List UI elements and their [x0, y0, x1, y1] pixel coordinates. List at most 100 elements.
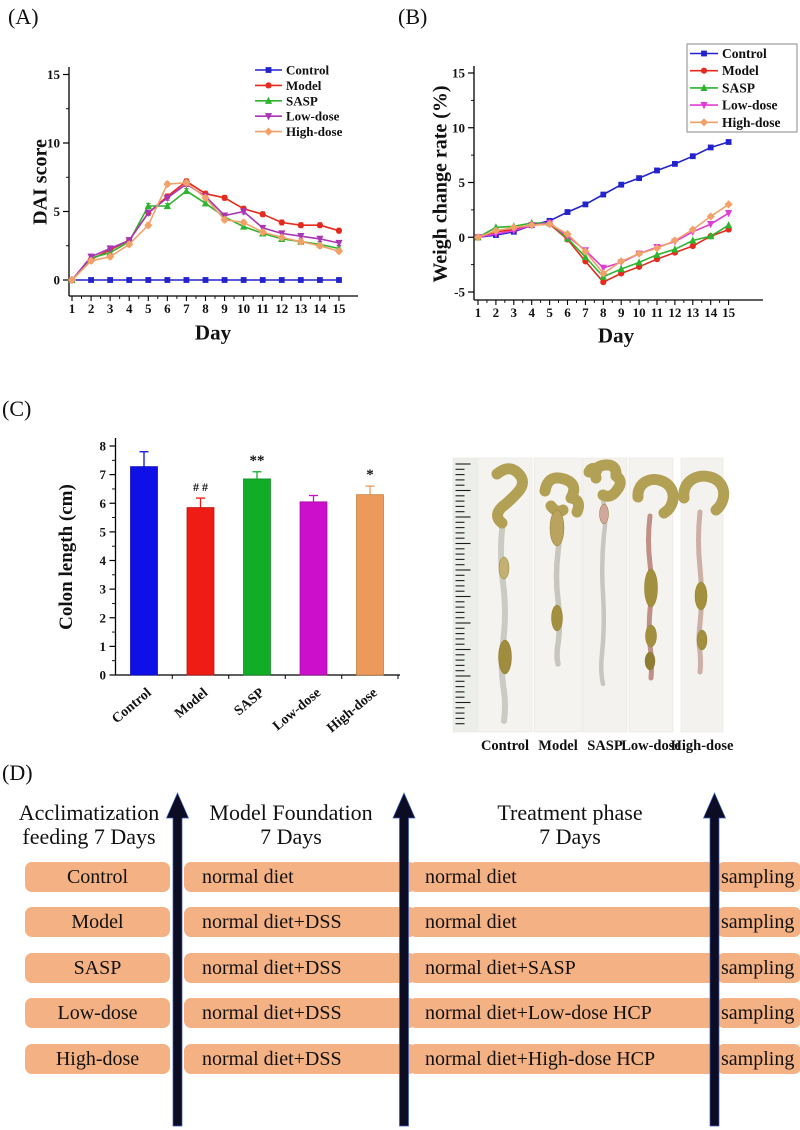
svg-text:14: 14 — [704, 305, 718, 320]
svg-text:1: 1 — [475, 305, 482, 320]
timeline-cell-sasp-end: sampling — [717, 953, 800, 983]
svg-text:14: 14 — [313, 301, 327, 316]
timeline-cell-model-model_foundation: normal diet+DSS — [184, 907, 416, 937]
svg-text:15: 15 — [47, 67, 61, 82]
colon-high-dose — [678, 470, 730, 675]
timeline-phase-arrows — [165, 792, 727, 1127]
svg-text:Model: Model — [286, 78, 322, 93]
svg-text:15: 15 — [722, 305, 736, 320]
colon-control — [491, 463, 528, 724]
timeline-header-acclimatization-line2: feeding 7 Days — [22, 824, 156, 849]
svg-text:Control: Control — [286, 63, 329, 78]
svg-text:Low-dose: Low-dose — [621, 738, 681, 754]
svg-text:4: 4 — [100, 553, 107, 568]
timeline-header-treatment-line2: 7 Days — [539, 824, 601, 849]
ruler — [455, 463, 471, 725]
timeline-cell-high-dose-treatment: normal diet+High-dose HCP — [409, 1044, 722, 1074]
svg-text:11: 11 — [257, 301, 269, 316]
bar-low-dose — [299, 494, 328, 676]
svg-text:5: 5 — [546, 305, 553, 320]
svg-text:9: 9 — [618, 305, 625, 320]
svg-text:High-dose: High-dose — [722, 115, 781, 130]
svg-text:2: 2 — [100, 610, 107, 625]
svg-text:High-dose: High-dose — [671, 738, 734, 754]
timeline-cell-low-dose-model_foundation: normal diet+DSS — [184, 998, 416, 1028]
timeline-cell-low-dose-treatment: normal diet+Low-dose HCP — [409, 998, 722, 1028]
timeline-header-model-foundation-line2: 7 Days — [260, 824, 322, 849]
svg-text:13: 13 — [686, 305, 700, 320]
svg-text:1: 1 — [100, 639, 107, 654]
phase-arrow-1 — [165, 792, 190, 1127]
timeline-cell-control-group: Control — [25, 862, 170, 892]
timeline-header-acclimatization-line1: Acclimatization — [18, 800, 160, 825]
svg-text:3: 3 — [100, 582, 107, 597]
svg-text:**: ** — [250, 453, 265, 469]
svg-text:10: 10 — [237, 301, 250, 316]
svg-text:SASP: SASP — [286, 93, 318, 108]
svg-text:SASP: SASP — [722, 80, 755, 95]
svg-text:7: 7 — [582, 305, 589, 320]
timeline-header-model-foundation-line1: Model Foundation — [209, 800, 373, 825]
a-x-axis-label: Day — [194, 320, 232, 345]
bar-control — [130, 451, 158, 676]
timeline-cell-model-end: sampling — [717, 907, 800, 937]
timeline-cell-control-treatment: normal diet — [409, 862, 722, 892]
svg-text:Model: Model — [538, 738, 577, 754]
svg-text:Low-dose: Low-dose — [722, 98, 778, 113]
panel-b-label: (B) — [398, 4, 428, 29]
bar-sasp: ** — [243, 453, 271, 676]
timeline-cell-sasp-model_foundation: normal diet+DSS — [184, 953, 416, 983]
svg-text:12: 12 — [668, 305, 681, 320]
svg-text:Control: Control — [722, 46, 767, 61]
svg-text:5: 5 — [145, 301, 152, 316]
svg-text:6: 6 — [564, 305, 571, 320]
phase-arrow-3 — [702, 792, 727, 1127]
timeline-cell-control-model_foundation: normal diet — [184, 862, 416, 892]
colon-low-dose — [632, 474, 679, 681]
svg-text:10: 10 — [47, 136, 60, 151]
svg-text:2: 2 — [493, 305, 500, 320]
bar-model: # # — [186, 480, 215, 676]
colon-sasp — [583, 459, 626, 687]
timeline-cell-sasp-treatment: normal diet+SASP — [409, 953, 722, 983]
timeline-cell-model-group: Model — [25, 907, 170, 937]
svg-text:10: 10 — [633, 305, 646, 320]
svg-text:10: 10 — [452, 120, 465, 135]
series-high-dose — [67, 178, 344, 285]
colon-model — [539, 472, 584, 667]
panel-a-label: (A) — [8, 4, 39, 29]
legend: Control Model SASP Low-dose High-dose — [686, 43, 798, 133]
svg-text:6: 6 — [164, 301, 171, 316]
svg-text:3: 3 — [511, 305, 518, 320]
bar-high-dose: * — [356, 467, 384, 676]
svg-text:0: 0 — [100, 668, 107, 683]
timeline-cell-high-dose-group: High-dose — [25, 1044, 170, 1074]
series-high-dose — [473, 200, 733, 278]
svg-text:Low-dose: Low-dose — [286, 109, 340, 124]
svg-text:7: 7 — [100, 467, 107, 482]
svg-text:11: 11 — [651, 305, 663, 320]
svg-text:8: 8 — [600, 305, 607, 320]
svg-text:2: 2 — [88, 301, 95, 316]
svg-text:# #: # # — [193, 480, 208, 494]
timeline-cell-low-dose-end: sampling — [717, 998, 800, 1028]
svg-text:5: 5 — [459, 175, 466, 190]
b-x-axis-label: Day — [597, 323, 635, 348]
timeline-cell-sasp-group: SASP — [25, 953, 170, 983]
svg-text:3: 3 — [107, 301, 114, 316]
svg-text:1: 1 — [69, 301, 76, 316]
timeline-cell-model-treatment: normal diet — [409, 907, 722, 937]
panel-c-label: (C) — [2, 396, 32, 421]
svg-text:4: 4 — [528, 305, 535, 320]
timeline-cell-control-end: sampling — [717, 862, 800, 892]
svg-text:5: 5 — [54, 204, 61, 219]
timeline-cell-high-dose-model_foundation: normal diet+DSS — [184, 1044, 416, 1074]
timeline-cell-low-dose-group: Low-dose — [25, 998, 170, 1028]
svg-text:Model: Model — [722, 63, 759, 78]
svg-text:12: 12 — [275, 301, 288, 316]
